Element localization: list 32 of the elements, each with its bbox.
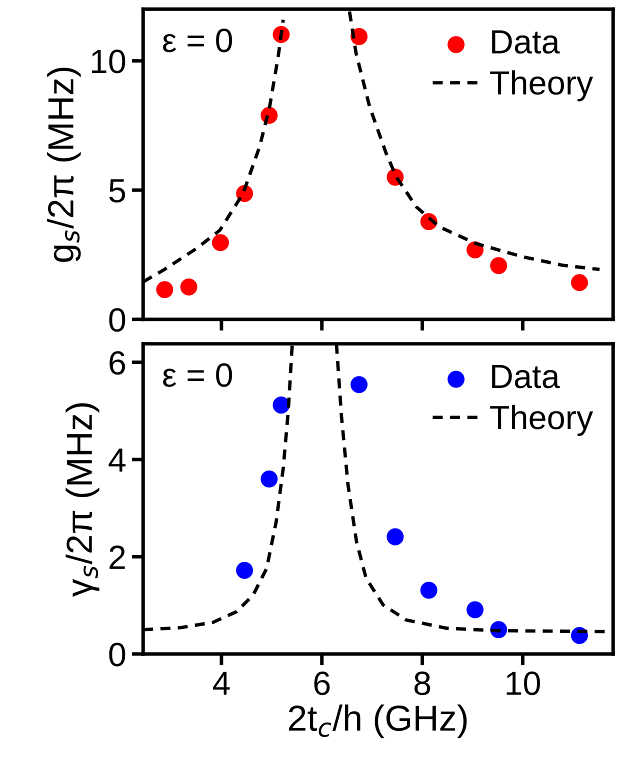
x-tick-label: 10 xyxy=(506,672,540,696)
point xyxy=(350,376,368,394)
point xyxy=(420,582,438,599)
legend-label: Data xyxy=(492,365,560,388)
point xyxy=(180,278,198,296)
annotation: ε = 0 xyxy=(163,363,232,387)
point xyxy=(212,234,229,252)
legend-label: Data xyxy=(492,30,560,54)
point xyxy=(490,257,508,274)
y-axis-title: γ$_{s}$/2π (MHz) xyxy=(66,403,100,597)
legend-label: Theory xyxy=(490,70,594,102)
point xyxy=(236,562,254,579)
point xyxy=(272,396,290,414)
point xyxy=(156,281,174,298)
y-tick-label: 10 xyxy=(92,50,126,74)
x-tick-label: 8 xyxy=(414,672,430,696)
x-tick-label: 4 xyxy=(212,672,230,695)
y-tick-label: 5 xyxy=(109,179,126,203)
y-tick-label: 0 xyxy=(109,642,126,666)
y-tick-label: 6 xyxy=(110,351,125,375)
y-axis-title: g$_{s}$/2π (MHz) xyxy=(47,68,81,262)
point xyxy=(386,528,404,546)
annotation: ε = 0 xyxy=(163,28,232,52)
x-tick-label: 6 xyxy=(314,672,330,696)
point xyxy=(570,274,588,292)
x-axis-title: 2t$_{c}$/h (GHz) xyxy=(288,704,467,738)
legend-label: Theory xyxy=(490,404,594,436)
y-tick-label: 4 xyxy=(108,448,126,472)
y-tick-label: 0 xyxy=(109,308,126,332)
point xyxy=(466,601,484,618)
y-tick-label: 2 xyxy=(110,546,125,569)
point xyxy=(260,470,278,488)
